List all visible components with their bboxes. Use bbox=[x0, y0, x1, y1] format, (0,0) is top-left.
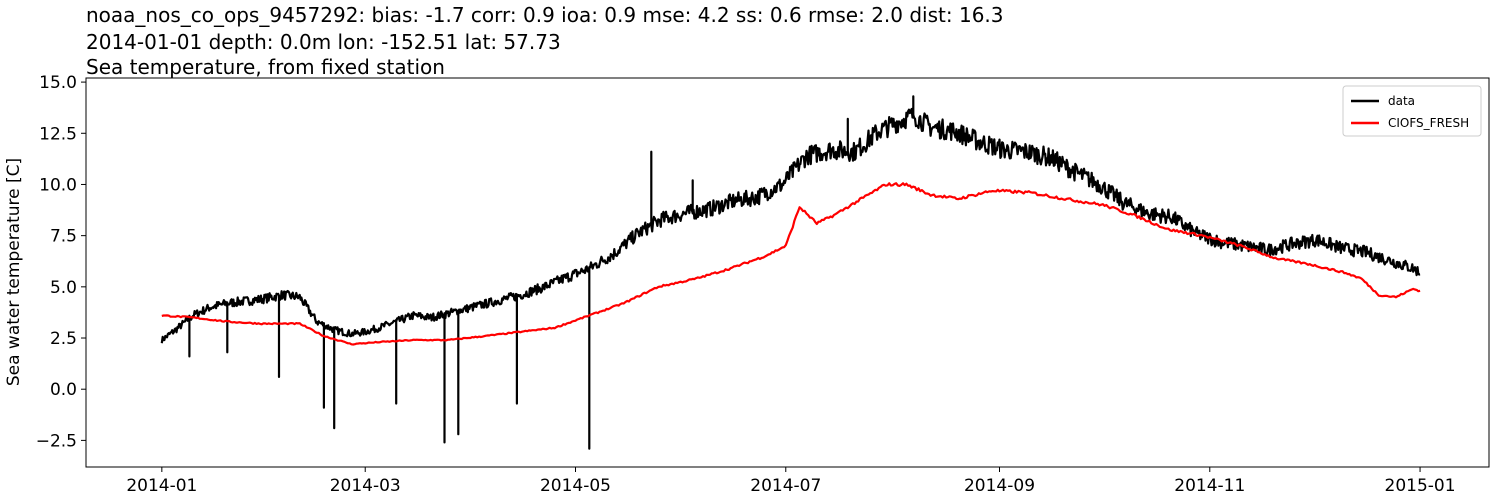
series-line-ciofs-fresh bbox=[161, 182, 1421, 346]
plot-lines bbox=[160, 95, 1421, 450]
x-tick-label: 2014-01 bbox=[126, 476, 197, 496]
plot-frame bbox=[85, 77, 1490, 468]
legend-label: data bbox=[1388, 94, 1415, 108]
y-tick-label: −2.5 bbox=[36, 431, 77, 451]
x-tick-label: 2014-05 bbox=[540, 476, 611, 496]
series-line-data bbox=[160, 95, 1421, 450]
y-tick-label: 2.5 bbox=[50, 329, 77, 349]
y-tick-label: 15.0 bbox=[39, 73, 77, 93]
y-tick-label: 0.0 bbox=[50, 380, 77, 400]
y-tick-label: 5.0 bbox=[50, 278, 77, 298]
x-tick-label: 2014-11 bbox=[1174, 476, 1245, 496]
y-axis: −2.5 0.0 2.5 5.0 7.5 10.0 12.5 15.0 bbox=[36, 73, 86, 451]
legend: data CIOFS_FRESH bbox=[1342, 85, 1482, 137]
x-tick-label: 2014-07 bbox=[750, 476, 821, 496]
y-tick-label: 12.5 bbox=[39, 124, 77, 144]
y-tick-label: 10.0 bbox=[39, 175, 77, 195]
chart-title-line-3: Sea temperature, from fixed station bbox=[86, 55, 445, 79]
legend-label: CIOFS_FRESH bbox=[1388, 116, 1469, 130]
y-tick-label: 7.5 bbox=[50, 227, 77, 247]
x-tick-label: 2014-09 bbox=[964, 476, 1035, 496]
x-axis: 2014-01 2014-03 2014-05 2014-07 2014-09 2014-… bbox=[126, 467, 1456, 496]
x-tick-label: 2015-01 bbox=[1385, 476, 1456, 496]
chart-title-line-2: 2014-01-01 depth: 0.0m lon: -152.51 lat:… bbox=[86, 30, 561, 54]
x-tick-label: 2014-03 bbox=[330, 476, 401, 496]
y-axis-label: Sea water temperature [C] bbox=[4, 158, 24, 386]
chart-title-line-1: noaa_nos_co_ops_9457292: bias: -1.7 corr… bbox=[86, 3, 1004, 27]
